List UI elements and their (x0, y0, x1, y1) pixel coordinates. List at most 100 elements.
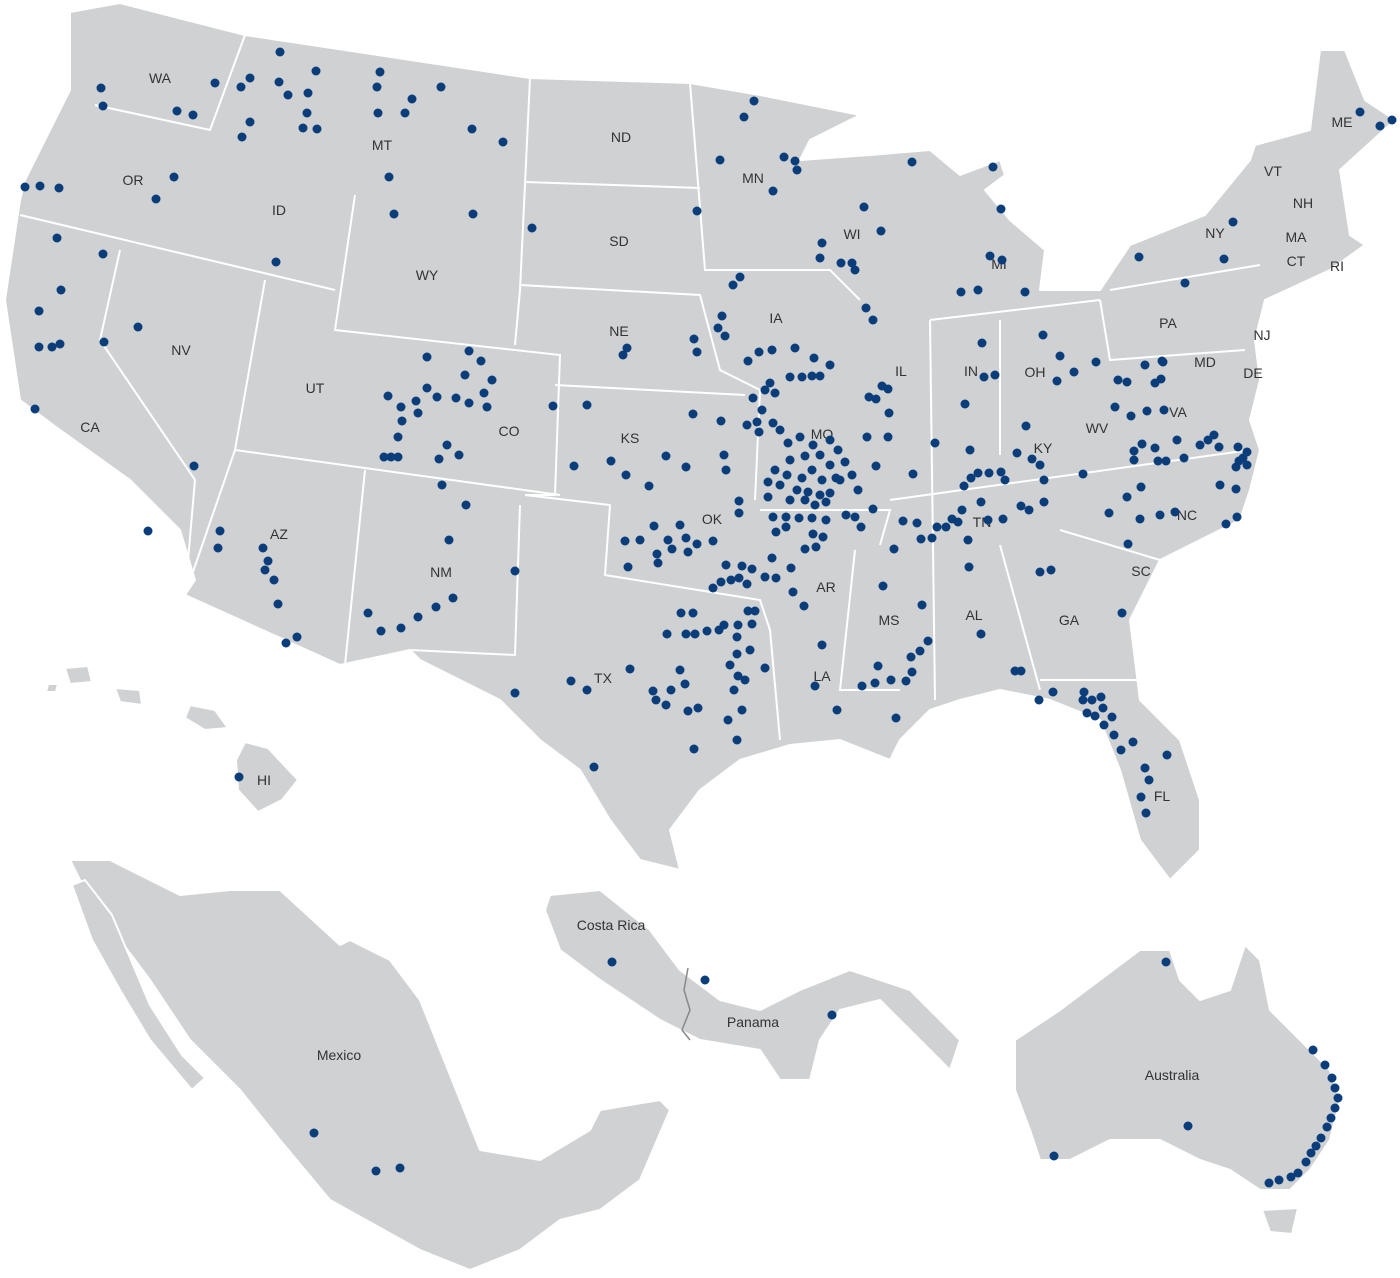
location-dot-icon (719, 620, 729, 630)
location-dot-icon (757, 405, 767, 415)
location-dot-icon (448, 593, 458, 603)
location-dot-icon (479, 388, 489, 398)
location-dot-icon (768, 418, 778, 428)
location-dot-icon (754, 427, 764, 437)
state-label-sd: SD (609, 233, 628, 249)
location-dot-icon (734, 573, 744, 583)
location-dot-icon (1375, 121, 1385, 131)
location-dot-icon (169, 172, 179, 182)
state-label-mt: MT (372, 137, 393, 153)
location-dot-icon (749, 96, 759, 106)
location-dot-icon (1113, 375, 1123, 385)
location-dot-icon (620, 536, 630, 546)
location-dot-icon (245, 73, 255, 83)
location-dot-icon (743, 606, 753, 616)
location-dot-icon (1327, 1073, 1337, 1083)
location-dot-icon (740, 675, 750, 685)
state-label-wa: WA (149, 70, 172, 86)
location-dot-icon (763, 492, 773, 502)
state-label-ar: AR (816, 579, 835, 595)
location-dot-icon (825, 435, 835, 445)
region-labels: WAORCAIDNVMTWYUTAZCONMNDSDNEKSOKTXMNIAMO… (80, 70, 1352, 1083)
location-dot-icon (1228, 217, 1238, 227)
location-dot-icon (635, 535, 645, 545)
location-dot-icon (34, 342, 44, 352)
location-dot-icon (20, 182, 30, 192)
location-dot-icon (622, 343, 632, 353)
state-label-ri: RI (1330, 258, 1344, 274)
location-dot-icon (47, 342, 57, 352)
location-dot-icon (273, 599, 283, 609)
location-dot-icon (298, 123, 308, 133)
location-dot-icon (1233, 442, 1243, 452)
location-dot-icon (708, 583, 718, 593)
location-dot-icon (1316, 1133, 1326, 1143)
location-dot-icon (847, 470, 857, 480)
location-dot-icon (1306, 1148, 1316, 1158)
location-dot-icon (941, 522, 951, 532)
location-dot-icon (785, 455, 795, 465)
location-dot-icon (760, 572, 770, 582)
location-dot-icon (809, 353, 819, 363)
location-dot-icon (431, 602, 441, 612)
location-dot-icon (1161, 957, 1171, 967)
location-dot-icon (1219, 254, 1229, 264)
location-dot-icon (817, 640, 827, 650)
location-dot-icon (589, 762, 599, 772)
location-dot-icon (765, 378, 775, 388)
location-dot-icon (979, 372, 989, 382)
location-dot-icon (422, 383, 432, 393)
location-dot-icon (973, 285, 983, 295)
location-dot-icon (1049, 1151, 1059, 1161)
location-dot-icon (747, 564, 757, 574)
location-dot-icon (692, 539, 702, 549)
location-dot-icon (713, 323, 723, 333)
location-dot-icon (1232, 512, 1242, 522)
location-dot-icon (797, 473, 807, 483)
location-dot-icon (607, 957, 617, 967)
location-dot-icon (797, 372, 807, 382)
location-dot-icon (413, 408, 423, 418)
location-dot-icon (1035, 460, 1045, 470)
location-dot-icon (792, 485, 802, 495)
location-dot-icon (395, 1163, 405, 1173)
location-dot-icon (681, 462, 691, 472)
location-dot-icon (725, 660, 735, 670)
location-dot-icon (1024, 505, 1034, 515)
location-dot-icon (384, 172, 394, 182)
location-dot-icon (810, 500, 820, 510)
location-dot-icon (873, 661, 883, 671)
location-dot-icon (988, 162, 998, 172)
state-label-oh: OH (1025, 364, 1046, 380)
location-dot-icon (853, 485, 863, 495)
tasmania-shape (1261, 1207, 1299, 1235)
location-dot-icon (735, 272, 745, 282)
location-dot-icon (908, 469, 918, 479)
location-dot-icon (692, 347, 702, 357)
location-dot-icon (743, 356, 753, 366)
location-dot-icon (693, 703, 703, 713)
location-dot-icon (1170, 507, 1180, 517)
location-dot-icon (274, 77, 284, 87)
location-dot-icon (498, 137, 508, 147)
state-label-ca: CA (80, 419, 100, 435)
state-label-la: LA (813, 668, 831, 684)
location-dot-icon (661, 700, 671, 710)
location-dot-icon (1330, 1103, 1340, 1113)
location-dot-icon (442, 440, 452, 450)
location-dot-icon (96, 83, 106, 93)
location-dot-icon (386, 452, 396, 462)
location-dot-icon (889, 544, 899, 554)
location-dot-icon (1355, 107, 1365, 117)
location-dot-icon (825, 460, 835, 470)
location-dot-icon (1137, 439, 1147, 449)
location-dot-icon (841, 510, 851, 520)
state-label-az: AZ (270, 526, 288, 542)
country-label-panama: Panama (727, 1014, 779, 1030)
location-dot-icon (464, 346, 474, 356)
location-dot-icon (912, 518, 922, 528)
location-dot-icon (977, 338, 987, 348)
usa-shape (4, 2, 1396, 881)
location-dot-icon (1156, 374, 1166, 384)
location-dot-icon (309, 1128, 319, 1138)
